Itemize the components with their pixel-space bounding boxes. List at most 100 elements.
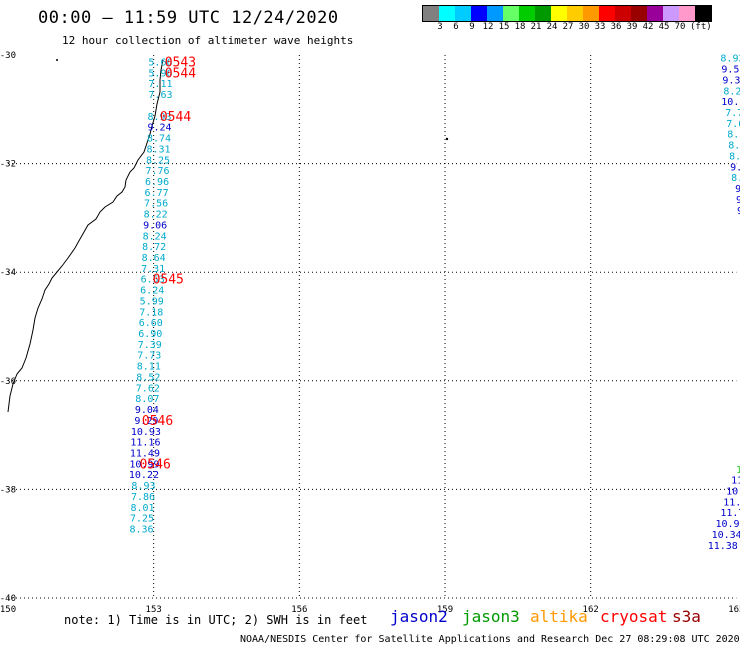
scale-swatch [599,6,615,21]
legend-cryosat: cryosat [600,607,668,626]
wave-height-value: 8.93 [131,481,155,492]
scale-label: 33 [594,22,606,32]
pass-time-label: 0545 [153,273,184,288]
wave-height-value: 9.24 [147,123,171,134]
wave-height-value: 9.6 [736,195,740,206]
scale-swatch [663,6,679,21]
scale-swatch [487,6,503,21]
wave-height-value: 5.66 [148,58,172,69]
wave-height-value: 11.77 [720,508,740,519]
wave-height-value: 7.76 [146,166,170,177]
latitude-tick-labels: -30 -32 -34 -36 -38 -40 [0,51,16,604]
scale-swatch [583,6,599,21]
scale-label: 39 [626,22,638,32]
latitude-tick: -38 [0,485,16,495]
wave-height-value: 11.38 [708,541,738,552]
scale-swatch [647,6,663,21]
wave-height-value: 8.74 [147,134,171,145]
wave-height-value: 8.52 [136,372,160,383]
wave-height-value: 9.57 [721,65,740,76]
wave-height-value: 9.04 [135,405,159,416]
wave-height-value: 5.96 [148,68,172,79]
wave-height-value: 10.22 [129,470,159,481]
wave-height-value: 6.24 [140,286,164,297]
wave-height-value: 11.16 [130,438,160,449]
wave-height-value: 7.18 [139,307,163,318]
latitude-tick: -32 [0,160,16,170]
scale-swatch [519,6,535,21]
wave-height-value: 6.90 [138,329,162,340]
longitude-tick: 150 [0,605,16,615]
wave-height-value: 7.31 [141,264,165,275]
wave-height-value: 9.36 [722,75,740,86]
wave-height-value: 8.36 [129,524,153,535]
wave-height-value: 8.64 [142,253,166,264]
wave-height-value: 9.29 [134,416,158,427]
scale-label: 21 [530,22,542,32]
wave-height-value: 7.62 [136,383,160,394]
wave-height-value: 10.93 [131,427,161,438]
island-mark [445,137,449,141]
wave-height-value: 8.26 [723,86,740,97]
wave-height-value: 9.4 [737,206,740,217]
wave-height-value: 10.23 [721,97,740,108]
wave-height-value: 6.60 [139,318,163,329]
wave-height-value: 11.5 [731,476,740,487]
scale-label: 36 [610,22,622,32]
scale-swatch [439,6,455,21]
longitude-tick-labels: 150 153 156 159 162 165 [0,605,740,615]
scale-swatch [567,6,583,21]
altimeter-tracks: 5.665.967.117.638.939.248.748.318.257.76… [129,54,740,552]
map-title: 00:00 – 11:59 UTC 12/24/2020 [38,8,339,28]
wave-height-value: 8.30 [727,130,740,141]
pass-time-label: 0546 [139,457,170,472]
lat-lon-grid [8,55,737,599]
longitude-tick: 153 [146,605,162,615]
credit-line: NOAA/NESDIS Center for Satellite Applica… [240,634,740,645]
wave-height-value: 11.49 [130,448,160,459]
scale-swatch [551,6,567,21]
scale-label: 18 [514,22,526,32]
legend-jason2: jason2 [390,607,448,626]
legend-jason3: jason3 [462,607,520,626]
wave-height-value: 8.03 [729,151,740,162]
wave-height-value: 7.73 [137,351,161,362]
wave-height-value: 7.25 [130,514,154,525]
wave-height-value: 10.93 [715,519,740,530]
latitude-tick: -40 [0,594,16,604]
wave-height-value: 11.80 [723,497,740,508]
pass-time-labels: 05430544054405450546054611032 [139,56,196,473]
pass-time-label: 0544 [160,110,191,125]
scale-label: 30 [578,22,590,32]
pass-time-label: 0546 [142,414,173,429]
longitude-tick: 165 [728,605,740,615]
wave-height-value: 5.99 [140,296,164,307]
wave-height-value: 8.24 [143,231,167,242]
wave-height-value: 8.11 [137,362,161,373]
scale-swatch [615,6,631,21]
wave-height-value: 8.93 [147,112,171,123]
scale-swatch [423,6,439,21]
wave-height-value: 10.89 [726,486,740,497]
wave-height-value: 7.75 [725,108,740,119]
wave-height-value: 6.77 [145,188,169,199]
scale-label: 12 [482,22,494,32]
scale-label: 15 [498,22,510,32]
wave-height-value: 6.53 [141,275,165,286]
wave-height-value: 8.25 [146,155,170,166]
legend-s3a: s3a [672,607,701,626]
pass-time-label: 0543 [165,56,196,71]
pass-time-label: 0544 [165,66,196,81]
wave-height-value: 7.39 [138,340,162,351]
longitude-tick: 159 [437,605,453,615]
wave-height-value: 9.27 [730,162,740,173]
scale-label: 24 [546,22,558,32]
australia-coastline [7,59,164,413]
scale-label: 45 [658,22,670,32]
wave-height-value: 9.3 [735,184,740,195]
wave-height-value: 7.65 [726,119,740,130]
wave-height-value: 6.96 [145,177,169,188]
scale-label: (ft) [690,22,712,32]
coast-dot [56,59,58,61]
